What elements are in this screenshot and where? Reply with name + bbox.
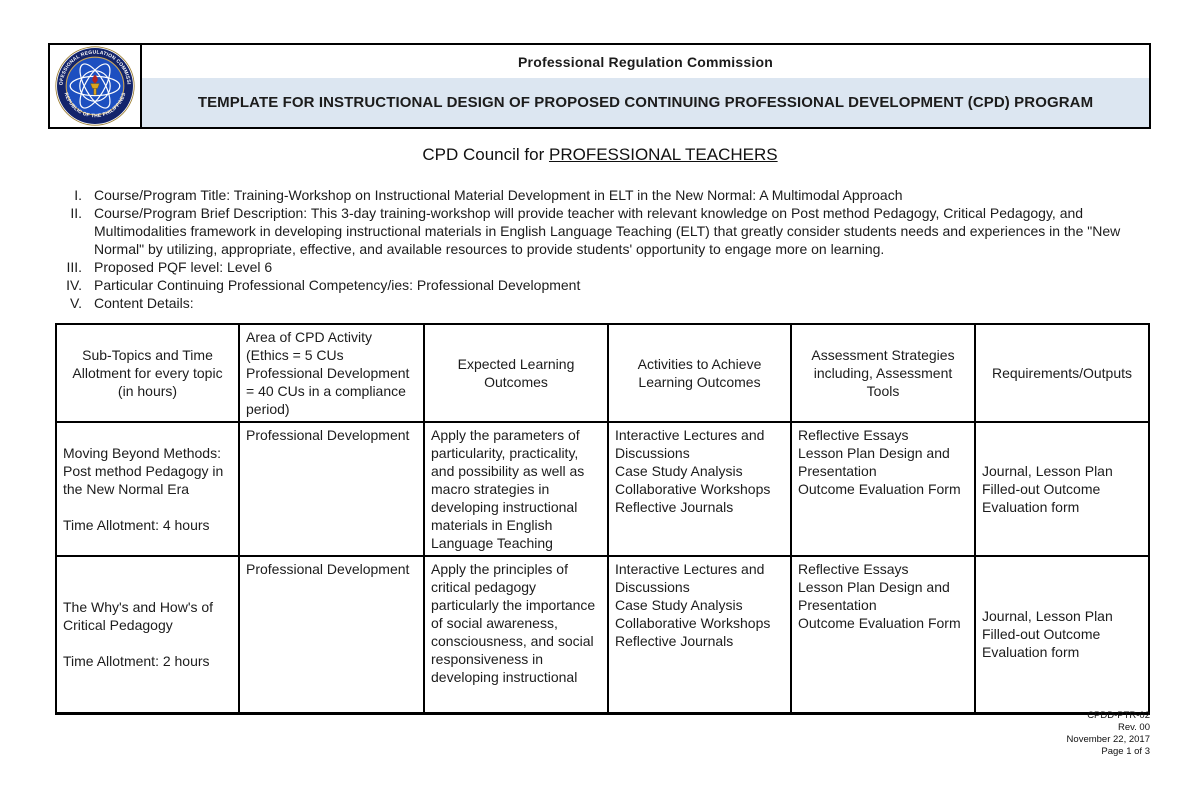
item-numeral: III. (66, 259, 82, 275)
item-numeral: I. (74, 187, 82, 203)
table-row: The Why's and How's of Critical Pedagogy… (55, 555, 1150, 714)
footer-line: November 22, 2017 (1066, 734, 1150, 745)
table-cell: Interactive Lectures and Discussions Cas… (607, 421, 792, 557)
table-row: Moving Beyond Methods: Post method Pedag… (55, 421, 1150, 557)
column-header: Activities to Achieve Learning Outcomes (607, 323, 792, 423)
footer-line: Rev. 00 (1117, 722, 1150, 733)
program-detail-item: I. Course/Program Title: Training-Worksho… (54, 186, 1170, 204)
table-cell: Professional Development (238, 421, 425, 557)
footer-line: CPDD-PTR-02 (1087, 710, 1150, 721)
item-numeral: II. (70, 205, 82, 221)
table-cell: Reflective Essays Lesson Plan Design and… (790, 555, 976, 714)
program-details-list: I. Course/Program Title: Training-Worksho… (54, 186, 1170, 312)
content-details-table: Sub-Topics and Time Allotment for every … (55, 323, 1150, 715)
column-header: Requirements/Outputs (974, 323, 1150, 423)
item-text: Proposed PQF level: Level 6 (94, 259, 273, 275)
column-header: Assessment Strategies including, Assessm… (790, 323, 976, 423)
item-text: Content Details: (94, 295, 194, 311)
table-cell: The Why's and How's of Critical Pedagogy… (55, 555, 240, 714)
council-title-council-name: PROFESSIONAL TEACHERS (548, 145, 778, 164)
document-header: PROFESSIONAL REGULATION COMMISSION REPUB… (48, 43, 1151, 129)
table-cell: Moving Beyond Methods: Post method Pedag… (55, 421, 240, 557)
table-cell: Journal, Lesson Plan Filled-out Outcome … (974, 555, 1150, 714)
program-detail-item: V. Content Details: (54, 294, 1170, 312)
table-cell: Apply the parameters of particularity, p… (423, 421, 609, 557)
table-cell: Reflective Essays Lesson Plan Design and… (790, 421, 976, 557)
table-cell: Professional Development (238, 555, 425, 714)
column-header: Area of CPD Activity (Ethics = 5 CUs Pro… (238, 323, 425, 423)
item-text: Particular Continuing Professional Compe… (94, 277, 581, 293)
header-text-area: Professional Regulation Commission TEMPL… (142, 45, 1149, 127)
program-detail-item: III. Proposed PQF level: Level 6 (54, 258, 1170, 276)
column-header: Expected Learning Outcomes (423, 323, 609, 423)
table-header-row: Sub-Topics and Time Allotment for every … (55, 323, 1150, 423)
column-header: Sub-Topics and Time Allotment for every … (55, 323, 240, 423)
item-numeral: IV. (66, 277, 82, 293)
item-numeral: V. (70, 295, 82, 311)
document-footer: CPDD-PTR-02 Rev. 00 November 22, 2017 Page … (1067, 710, 1150, 758)
program-detail-item: II. Course/Program Brief Description: Thi… (54, 204, 1170, 258)
org-name: Professional Regulation Commission (518, 53, 773, 70)
council-title: CPD Council for PROFESSIONAL TEACHERS (0, 145, 1200, 165)
footer-line: Page 1 of 3 (1101, 746, 1150, 757)
council-title-prefix: CPD Council for (422, 145, 549, 164)
prc-seal-icon: PROFESSIONAL REGULATION COMMISSION REPUB… (55, 46, 135, 126)
item-text: Course/Program Brief Description: This 3… (94, 205, 1121, 257)
torch-glyph (90, 74, 100, 96)
item-text: Course/Program Title: Training-Workshop … (94, 187, 903, 203)
prc-logo-cell: PROFESSIONAL REGULATION COMMISSION REPUB… (50, 45, 142, 127)
program-detail-item: IV. Particular Continuing Professional Co… (54, 276, 1170, 294)
table-cell: Interactive Lectures and Discussions Cas… (607, 555, 792, 714)
table-cell: Journal, Lesson Plan Filled-out Outcome … (974, 421, 1150, 557)
table-cell: Apply the principles of critical pedagog… (423, 555, 609, 714)
template-title: TEMPLATE FOR INSTRUCTIONAL DESIGN OF PRO… (142, 78, 1149, 127)
